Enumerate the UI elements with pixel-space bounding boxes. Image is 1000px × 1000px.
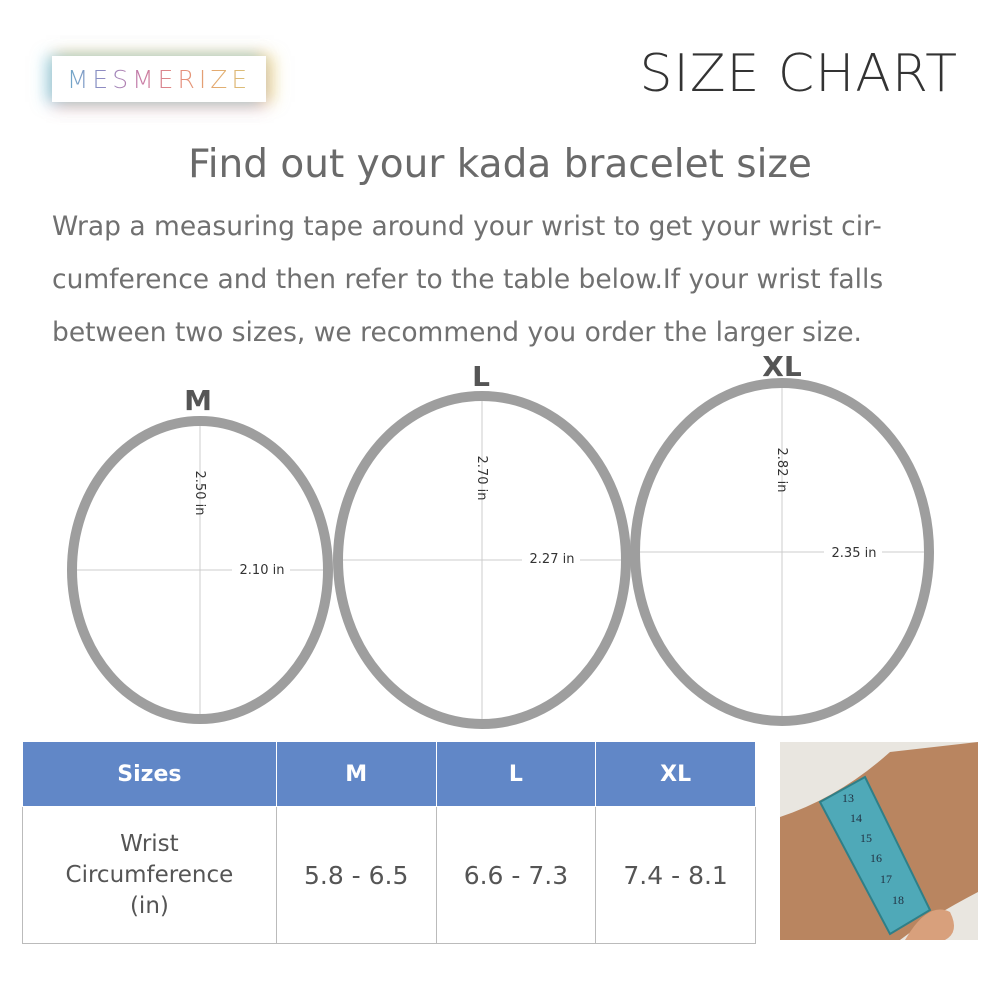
height-label: 2.70 in xyxy=(474,456,489,501)
row-label-line: Circumference xyxy=(65,861,234,888)
size-table: Sizes M L XL Wrist Circumference (in) 5.8 … xyxy=(22,742,756,944)
tape-number: 16 xyxy=(870,851,882,865)
value-m: 5.8 - 6.5 xyxy=(275,806,437,944)
bracelet-m: M 2.50 in 2.10 in xyxy=(67,384,333,724)
logo-text: MESMERIZE xyxy=(66,64,252,94)
brand-logo: MESMERIZE xyxy=(52,56,266,102)
width-label: 2.10 in xyxy=(240,563,285,578)
tape-number: 13 xyxy=(842,791,854,805)
value-l: 6.6 - 7.3 xyxy=(435,806,597,944)
wrist-measuring-photo: 13 14 15 16 17 18 xyxy=(780,742,978,940)
header-l: L xyxy=(435,742,597,807)
size-label: XL xyxy=(762,350,802,383)
table-header-row: Sizes M L XL xyxy=(22,742,756,807)
width-label: 2.35 in xyxy=(832,546,877,561)
header-xl: XL xyxy=(595,742,756,807)
tape-number: 15 xyxy=(860,831,872,845)
value-xl: 7.4 - 8.1 xyxy=(595,806,756,944)
tape-number: 17 xyxy=(880,872,892,886)
row-label: Wrist Circumference (in) xyxy=(22,806,277,944)
header-sizes: Sizes xyxy=(22,742,277,807)
header-m: M xyxy=(275,742,437,807)
bracelet-diagrams: M 2.50 in 2.10 in L 2.70 in 2.27 in XL 2… xyxy=(67,350,934,729)
row-label-line: Wrist xyxy=(120,830,179,857)
bracelet-xl: XL 2.82 in 2.35 in xyxy=(630,350,934,726)
heading: Find out your kada bracelet size xyxy=(188,142,812,187)
row-label-line: (in) xyxy=(129,892,169,919)
size-label: M xyxy=(184,384,212,417)
bracelet-l: L 2.70 in 2.27 in xyxy=(333,360,631,729)
table-row: Wrist Circumference (in) 5.8 - 6.5 6.6 - 7… xyxy=(22,806,756,944)
width-label: 2.27 in xyxy=(530,552,575,567)
height-label: 2.50 in xyxy=(192,471,207,516)
size-label: L xyxy=(472,360,490,393)
page-title: SIZE CHART xyxy=(639,44,958,104)
description: Wrap a measuring tape around your wrist … xyxy=(52,211,884,348)
height-label: 2.82 in xyxy=(774,448,789,493)
tape-number: 18 xyxy=(892,893,904,907)
tape-number: 14 xyxy=(850,811,862,825)
